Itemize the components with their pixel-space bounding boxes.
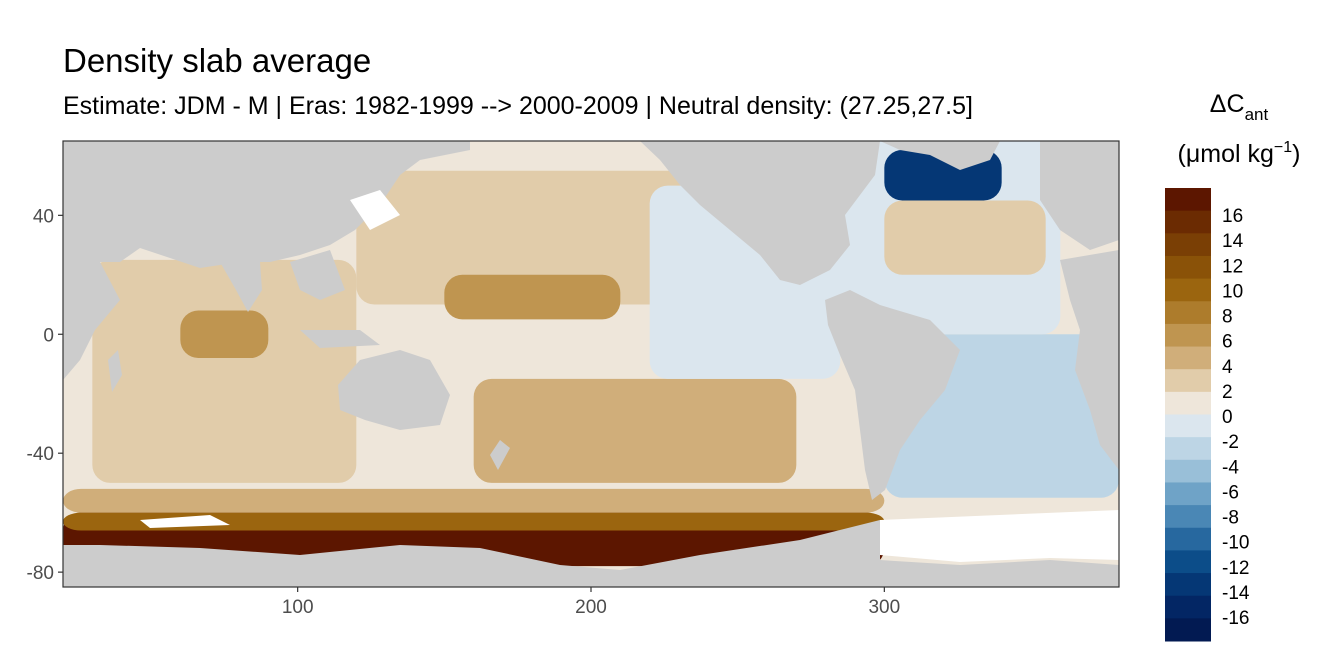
y-tick-label: -80 — [27, 563, 54, 584]
land-se-asia — [290, 250, 345, 300]
zone-north-pacific — [356, 170, 709, 305]
legend-swatch — [1165, 527, 1211, 551]
land-new-zealand — [490, 440, 510, 470]
zone-arabian-sea-core — [180, 310, 269, 359]
legend-label: -16 — [1222, 608, 1249, 629]
x-tick-label: 100 — [282, 597, 314, 618]
legend-swatch — [1165, 255, 1211, 280]
legend-colorbar — [1165, 188, 1211, 642]
no-data-red-sea — [350, 190, 400, 230]
legend-label: -10 — [1222, 533, 1249, 554]
legend-unit: (μmol kg−1) — [1178, 139, 1301, 168]
legend-title: ΔCant — [1210, 90, 1269, 124]
legend-swatch — [1165, 210, 1211, 234]
legend-label: 16 — [1222, 206, 1243, 227]
legend-swatch — [1165, 550, 1211, 574]
legend: ΔCant (μmol kg−1) 16 14 12 10 8 6 4 2 0 -2 -4 -6 -8 -… — [1165, 90, 1300, 642]
land-antarctica — [63, 520, 880, 587]
legend-swatch — [1165, 323, 1211, 348]
land-africa — [63, 141, 470, 268]
no-data-weddell — [880, 510, 1119, 562]
legend-swatch — [1165, 369, 1211, 393]
legend-label: 10 — [1222, 281, 1243, 302]
legend-unit-prefix: (μmol kg — [1178, 140, 1274, 168]
y-tick-label: -40 — [27, 444, 54, 465]
legend-label: 4 — [1222, 357, 1233, 378]
land-india — [220, 262, 262, 312]
land-east-africa — [63, 262, 120, 380]
land-greenland — [880, 141, 1000, 170]
legend-label: 8 — [1222, 307, 1233, 328]
no-data-areas — [140, 190, 1119, 562]
y-tick-label: 40 — [33, 206, 54, 227]
y-axis: 40 0 -40 -80 — [27, 206, 63, 584]
x-axis: 100 200 300 — [282, 587, 900, 618]
legend-swatch — [1165, 346, 1211, 370]
legend-title-subscript: ant — [1245, 105, 1269, 124]
legend-swatch — [1165, 414, 1211, 438]
land-west-africa — [1060, 250, 1119, 470]
legend-unit-suffix: ) — [1292, 140, 1300, 168]
legend-unit-exponent: −1 — [1274, 139, 1292, 156]
legend-label: -4 — [1222, 457, 1239, 478]
legend-label: -14 — [1222, 583, 1250, 604]
chart-title: Density slab average — [63, 42, 372, 79]
legend-swatch — [1165, 595, 1211, 619]
legend-title-symbol: ΔC — [1210, 90, 1245, 118]
zone-north-pacific-core — [444, 274, 621, 320]
legend-swatch — [1165, 573, 1211, 597]
legend-labels: 16 14 12 10 8 6 4 2 0 -2 -4 -6 -8 -10 -12 -14 -16 — [1222, 206, 1250, 629]
legend-label: 12 — [1222, 256, 1243, 277]
land-europe — [1040, 141, 1119, 250]
legend-swatch — [1165, 391, 1211, 415]
zone-south-pacific-core — [473, 378, 797, 483]
legend-label: 14 — [1222, 231, 1244, 252]
legend-swatch — [1165, 437, 1211, 461]
legend-label: 0 — [1222, 407, 1233, 428]
legend-swatch — [1165, 459, 1211, 483]
legend-swatch — [1165, 233, 1211, 257]
legend-label: 2 — [1222, 382, 1233, 403]
legend-swatch — [1165, 505, 1211, 529]
zone-mid-atlantic-warm — [884, 200, 1046, 275]
legend-label: -8 — [1222, 508, 1239, 529]
map-layer — [63, 141, 1119, 587]
legend-swatch — [1165, 482, 1211, 506]
legend-swatch — [1165, 618, 1211, 642]
chart-subtitle: Estimate: JDM - M | Eras: 1982-1999 --> … — [63, 92, 973, 120]
zone-circumpolar-band — [63, 488, 885, 513]
land-australia — [338, 350, 450, 430]
land-masses — [63, 141, 1119, 587]
legend-label: -12 — [1222, 558, 1249, 579]
legend-swatch — [1165, 301, 1211, 325]
legend-label: -6 — [1222, 482, 1239, 503]
land-indonesia — [300, 330, 380, 348]
land-south-america — [825, 290, 960, 500]
x-tick-label: 200 — [575, 597, 607, 618]
legend-swatch — [1165, 188, 1211, 212]
y-tick-label: 0 — [43, 325, 54, 346]
legend-label: -2 — [1222, 432, 1239, 453]
zone-indian-ocean — [92, 259, 357, 483]
land-antarctica-east — [880, 560, 1119, 587]
land-north-america — [640, 141, 880, 285]
legend-swatch — [1165, 278, 1211, 302]
no-data-shelf — [140, 515, 230, 528]
x-tick-label: 300 — [868, 597, 900, 618]
land-madagascar — [108, 350, 122, 392]
legend-label: 6 — [1222, 332, 1233, 353]
zone-antarctic-shelf-band — [63, 512, 885, 531]
